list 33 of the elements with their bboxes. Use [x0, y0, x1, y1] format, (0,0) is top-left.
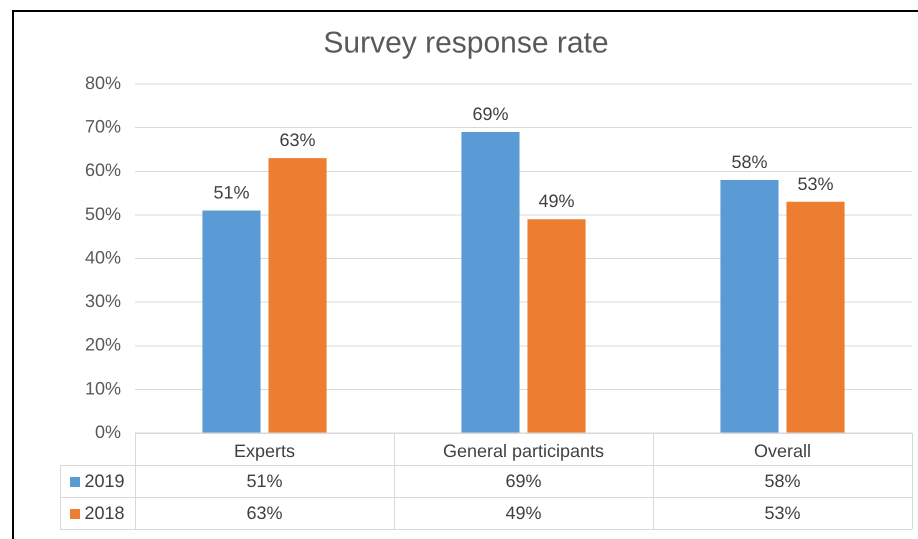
y-tick-label: 80% — [84, 72, 121, 93]
chart-title: Survey response rate — [323, 26, 609, 60]
bar — [786, 202, 845, 432]
data-label: 69% — [504, 470, 543, 493]
data-label: 51% — [245, 470, 284, 493]
bar — [202, 210, 261, 432]
y-tick-label: 60% — [84, 160, 121, 180]
text: 58% — [731, 152, 768, 172]
y-tick-label: 10% — [84, 378, 121, 398]
bar — [461, 132, 520, 432]
x-tick-label: Overall — [754, 440, 812, 461]
data-label: 49% — [504, 502, 543, 525]
x-tick-label: General participants — [442, 440, 604, 461]
data-label: 63% — [245, 502, 284, 525]
legend-label: 2018 — [83, 502, 126, 525]
data-label: 58% — [763, 470, 802, 493]
text: 63% — [280, 130, 316, 150]
text: 51% — [213, 182, 250, 202]
y-tick-label: 70% — [84, 116, 121, 137]
text: 69% — [472, 104, 508, 124]
legend-label: 2019 — [83, 470, 126, 493]
text: 49% — [538, 191, 575, 212]
y-tick-label: 40% — [84, 247, 121, 268]
bar — [527, 219, 586, 432]
y-tick-label: 20% — [84, 334, 121, 355]
y-tick-label: 50% — [84, 204, 121, 224]
y-tick-label: 0% — [94, 422, 121, 442]
text: 53% — [798, 174, 834, 194]
bar — [720, 180, 779, 432]
x-tick-label: Experts — [234, 440, 296, 461]
y-tick-label: 30% — [84, 291, 121, 312]
bar — [268, 158, 327, 432]
data-label: 53% — [763, 502, 802, 525]
